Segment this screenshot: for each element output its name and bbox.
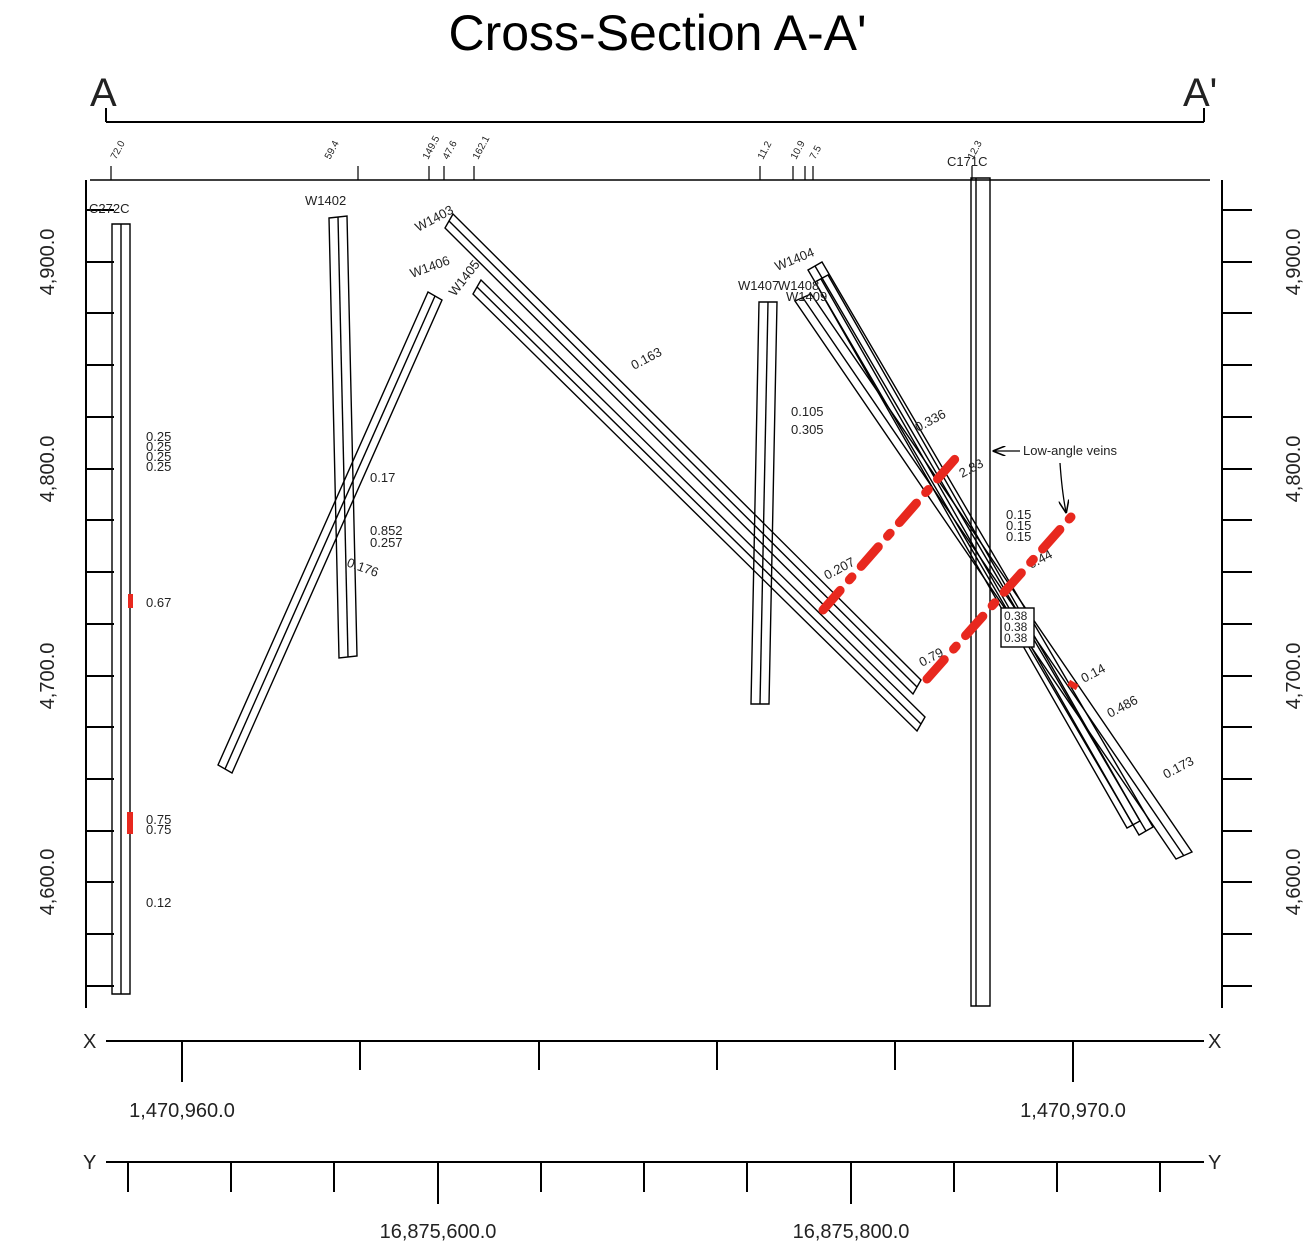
assay-label: 0.38 — [1004, 631, 1028, 645]
assay-label: 0.25 — [146, 439, 171, 454]
section-title: Cross-Section A-A' — [448, 5, 867, 61]
assay-label: 0.38 — [1004, 620, 1028, 634]
assay-label: 0.305 — [791, 422, 824, 437]
elevation-label-right: 4,600.0 — [1283, 849, 1305, 916]
assay-label: 0.173 — [1160, 753, 1196, 782]
x-axis-label: 1,470,960.0 — [129, 1100, 235, 1122]
drillhole-w1403 — [444, 212, 922, 696]
drillhole-label: C272C — [89, 201, 129, 216]
section-start-label: A — [90, 71, 117, 115]
assay-label: 0.163 — [628, 344, 664, 373]
drillhole-label: W1405 — [446, 257, 483, 299]
y-axis-label: 16,875,800.0 — [793, 1221, 910, 1243]
top-marker-label: 149.5 — [421, 134, 443, 162]
drillhole-w1406 — [217, 291, 443, 774]
vein-traces — [818, 446, 1076, 684]
elevation-label-left: 4,900.0 — [37, 229, 59, 296]
y-axis-letter-right: Y — [1208, 1152, 1221, 1174]
drillhole-w1407 — [750, 301, 778, 705]
assay-label: 0.75 — [146, 822, 171, 837]
drillhole-label: C171C — [947, 154, 987, 169]
y-axis — [106, 1161, 1204, 1204]
assay-label: 0.257 — [370, 535, 403, 550]
drillhole-w1408 — [793, 293, 1194, 860]
assay-label: 0.852 — [370, 523, 403, 538]
drillhole-c272c — [111, 223, 131, 995]
drillhole-c171c — [970, 177, 991, 1007]
drillhole-label: W1409 — [786, 289, 827, 304]
elevation-label-right: 4,800.0 — [1283, 436, 1305, 503]
assay-label: 0.17 — [370, 470, 395, 485]
assay-label: 0.105 — [791, 404, 824, 419]
assay-label: 0.15 — [1006, 518, 1031, 533]
vein-lower — [922, 512, 1076, 684]
top-marker-label: 11.2 — [756, 139, 775, 161]
top-marker-label: 72.0 — [109, 139, 128, 162]
y-axis-label: 16,875,600.0 — [380, 1221, 497, 1243]
top-marker-label: 47.6 — [441, 139, 460, 162]
elevation-label-left: 4,600.0 — [37, 849, 59, 916]
assay-label: 0.25 — [146, 449, 171, 464]
right-elevation-axis — [1221, 180, 1252, 1008]
x-axis-letter-left: X — [83, 1031, 96, 1053]
top-marker-label: 162.1 — [471, 134, 493, 162]
assay-label: 0.38 — [1004, 609, 1028, 623]
drillhole-label: W1403 — [412, 202, 455, 235]
elevation-label-right: 4,700.0 — [1283, 643, 1305, 710]
x-axis-letter-right: X — [1208, 1031, 1221, 1053]
y-axis-letter-left: Y — [83, 1152, 96, 1174]
drillhole-label: W1407 — [738, 278, 779, 293]
elevation-label-left: 4,700.0 — [37, 643, 59, 710]
drillhole-w1402 — [328, 215, 358, 659]
drillhole-w1409 — [814, 274, 1141, 829]
section-bar — [105, 108, 1205, 123]
assay-label: 0.15 — [1006, 507, 1031, 522]
assay-label: 0.336 — [912, 406, 948, 435]
drillhole-label: W1408 — [778, 278, 819, 293]
assay-intervals — [127, 594, 1079, 834]
vein-annotation: Low-angle veins — [994, 443, 1117, 512]
elevation-label-left: 4,800.0 — [37, 436, 59, 503]
top-marker-label: 7.5 — [808, 144, 824, 162]
assay-label: 0.14 — [1078, 661, 1107, 686]
drillhole-label: W1402 — [305, 193, 346, 208]
assay-label: 0.25 — [146, 429, 171, 444]
drillhole-label: W1406 — [408, 253, 452, 281]
elevation-label-right: 4,900.0 — [1283, 229, 1305, 296]
assay-box — [1000, 607, 1035, 648]
assay-label: 0.176 — [345, 555, 381, 580]
assay-label: 0.75 — [146, 812, 171, 827]
assay-label: 0.486 — [1104, 692, 1140, 721]
x-axis-label: 1,470,970.0 — [1020, 1100, 1126, 1122]
assay-label: 0.15 — [1006, 529, 1031, 544]
left-elevation-axis — [85, 180, 114, 1008]
x-axis — [106, 1040, 1204, 1082]
vein-upper — [818, 446, 967, 615]
section-end-label: A' — [1183, 71, 1217, 115]
assay-label: 0.12 — [146, 895, 171, 910]
annotation-label: Low-angle veins — [1023, 443, 1117, 458]
assay-label: 0.67 — [146, 595, 171, 610]
top-marker-label: 10.9 — [789, 139, 808, 162]
top-marker-label: 59.4 — [323, 139, 342, 162]
drillhole-w1405 — [472, 278, 926, 733]
assay-label: 0.25 — [146, 459, 171, 474]
